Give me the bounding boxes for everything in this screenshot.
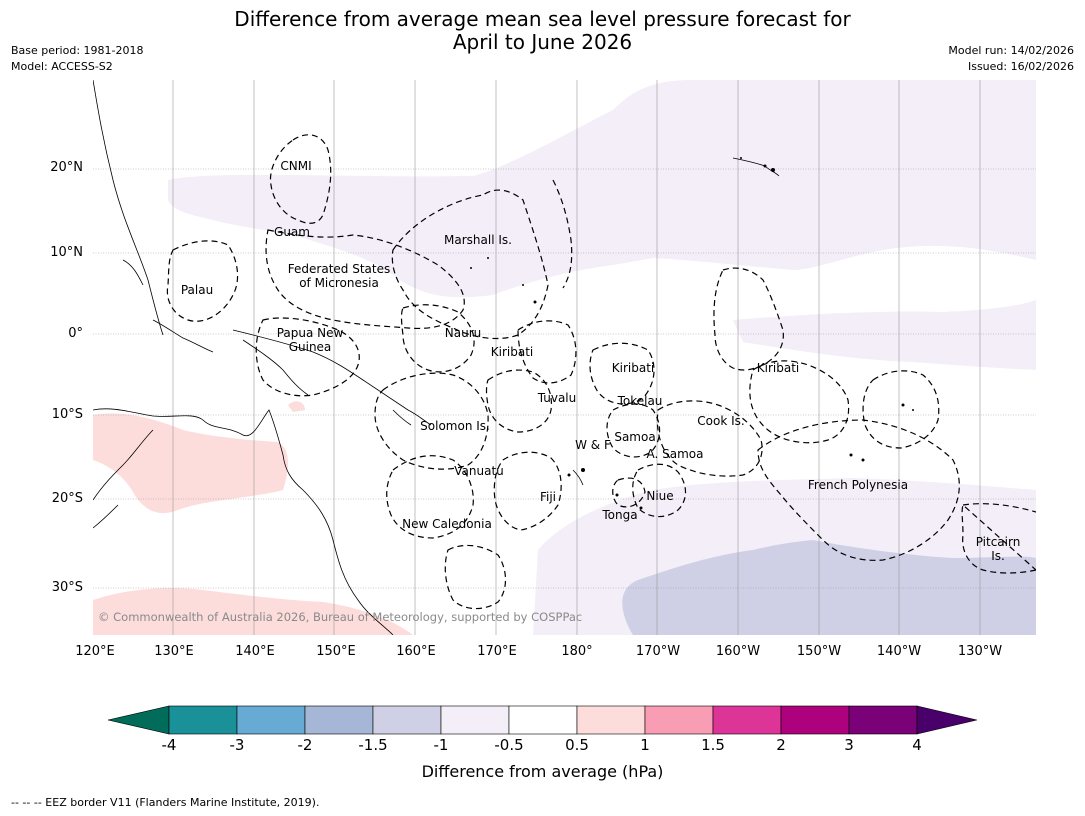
label-pitcairn-line2: Is. — [991, 549, 1005, 563]
label-tuvalu: Tuvalu — [537, 391, 577, 405]
copyright-notice: © Commonwealth of Australia 2026, Bureau… — [98, 610, 583, 624]
label-fsm: Federated States of Micronesia — [288, 262, 390, 290]
model-run: Model run: 14/02/2026 — [948, 44, 1074, 57]
meta-right: Model run: 14/02/2026 Issued: 16/02/2026 — [948, 43, 1074, 75]
label-fsm-line2: of Micronesia — [299, 276, 379, 290]
map-panel: © Commonwealth of Australia 2026, Bureau… — [93, 80, 1036, 635]
lon-tick-150e: 150°E — [316, 644, 356, 659]
island-marks — [470, 157, 914, 510]
label-pitcairn-line1: Pitcairn — [975, 535, 1021, 549]
label-kiribati-central: Kiribati — [611, 361, 655, 375]
colorbar-segment — [712, 705, 782, 735]
colorbar-tick-label: -0.5 — [494, 736, 524, 754]
lat-tick-0: 0° — [68, 326, 83, 341]
meta-left: Base period: 1981-2018 Model: ACCESS-S2 — [11, 43, 143, 75]
label-asamoa: A. Samoa — [646, 447, 704, 461]
colorbar-segment — [508, 705, 578, 735]
label-png-line1: Papua New — [276, 326, 344, 340]
label-kiribati-east: Kiribati — [756, 361, 800, 375]
colorbar-segment — [236, 705, 306, 735]
colorbar-segment — [644, 705, 714, 735]
label-marshall: Marshall Is. — [444, 233, 512, 247]
lon-tick-150w: 150°W — [796, 644, 842, 659]
colorbar-segment — [304, 705, 374, 735]
lon-tick-180: 180° — [561, 644, 593, 659]
chart-title: Difference from average mean sea level p… — [0, 8, 1085, 54]
lon-tick-140w: 140°W — [876, 644, 922, 659]
colorbar-tick-label: -4 — [161, 736, 177, 754]
lon-tick-170w: 170°W — [635, 644, 681, 659]
colorbar-segment — [372, 705, 442, 735]
title-line-1: Difference from average mean sea level p… — [234, 7, 851, 31]
model-name: Model: ACCESS-S2 — [11, 60, 113, 73]
gridlines — [172, 80, 981, 635]
label-png: Papua New Guinea — [277, 326, 344, 354]
map-svg — [93, 80, 1036, 635]
label-nauru: Nauru — [444, 326, 482, 340]
colorbar-segment — [440, 705, 510, 735]
lat-tick-10s: 10°S — [51, 407, 83, 422]
label-niue: Niue — [646, 489, 674, 503]
lat-tick-20n: 20°N — [50, 160, 83, 175]
issued-date: Issued: 16/02/2026 — [967, 60, 1074, 73]
label-tonga: Tonga — [602, 508, 638, 522]
anomaly-positive-west — [93, 413, 288, 514]
colorbar-tick-label: -3 — [229, 736, 245, 754]
colorbar-segment — [780, 705, 850, 735]
eez-borders — [166, 134, 1036, 610]
label-samoa: Samoa — [614, 430, 656, 444]
anomaly-core-south — [622, 540, 1036, 635]
title-line-2: April to June 2026 — [452, 30, 633, 54]
lon-tick-130w: 130°W — [957, 644, 1003, 659]
colorbar-tick-label: -1 — [433, 736, 449, 754]
colorbar-label: Difference from average (hPa) — [421, 762, 664, 781]
label-guam: Guam — [274, 225, 310, 239]
lon-tick-160w: 160°W — [715, 644, 761, 659]
label-cnmi: CNMI — [280, 159, 312, 173]
label-wf: W & F — [575, 438, 611, 452]
lat-tick-10n: 10°N — [50, 245, 83, 260]
label-new-caledonia: New Caledonia — [402, 517, 492, 531]
colorbar-tick-label: 1.5 — [701, 736, 725, 754]
label-pitcairn: Pitcairn Is. — [976, 535, 1021, 563]
lon-tick-140e: 140°E — [235, 644, 275, 659]
lat-gridlines — [93, 168, 1036, 589]
lat-tick-20s: 20°S — [51, 491, 83, 506]
colorbar-tick-label: 3 — [844, 736, 854, 754]
colorbar-extend-under — [107, 705, 170, 735]
lat-tick-30s: 30°S — [51, 580, 83, 595]
colorbar-tick-label: 2 — [776, 736, 786, 754]
colorbar-segment — [848, 705, 918, 735]
colorbar-tick-label: 1 — [640, 736, 650, 754]
label-png-line2: Guinea — [288, 340, 332, 354]
label-tokelau: Tokelau — [617, 394, 663, 408]
base-period: Base period: 1981-2018 — [11, 44, 144, 57]
lon-tick-170e: 170°E — [477, 644, 517, 659]
colorbar-segment — [168, 705, 238, 735]
colorbar-tick-label: 4 — [912, 736, 922, 754]
lon-tick-130e: 130°E — [154, 644, 194, 659]
label-french-polynesia: French Polynesia — [807, 478, 909, 492]
colorbar-tick-label: 0.5 — [565, 736, 589, 754]
colorbar-tick-label: -2 — [297, 736, 313, 754]
anomaly-band-east — [733, 300, 1036, 370]
label-vanuatu: Vanuatu — [454, 464, 504, 478]
colorbar-extend-over — [916, 705, 978, 735]
eez-footnote: -- -- -- EEZ border V11 (Flanders Marine… — [11, 796, 320, 809]
label-kiribati-west: Kiribati — [490, 345, 534, 359]
label-palau: Palau — [180, 283, 214, 297]
anomaly-positive-png — [288, 401, 305, 412]
colorbar-segment — [576, 705, 646, 735]
label-solomon: Solomon Is. — [420, 419, 490, 433]
colorbar — [107, 705, 978, 735]
coastlines — [93, 80, 780, 635]
lon-tick-120e: 120°E — [75, 644, 115, 659]
label-cook: Cook Is. — [697, 414, 745, 428]
lon-tick-160e: 160°E — [396, 644, 436, 659]
label-fiji: Fiji — [539, 490, 557, 504]
label-fsm-line1: Federated States — [287, 262, 391, 276]
colorbar-tick-label: -1.5 — [358, 736, 388, 754]
